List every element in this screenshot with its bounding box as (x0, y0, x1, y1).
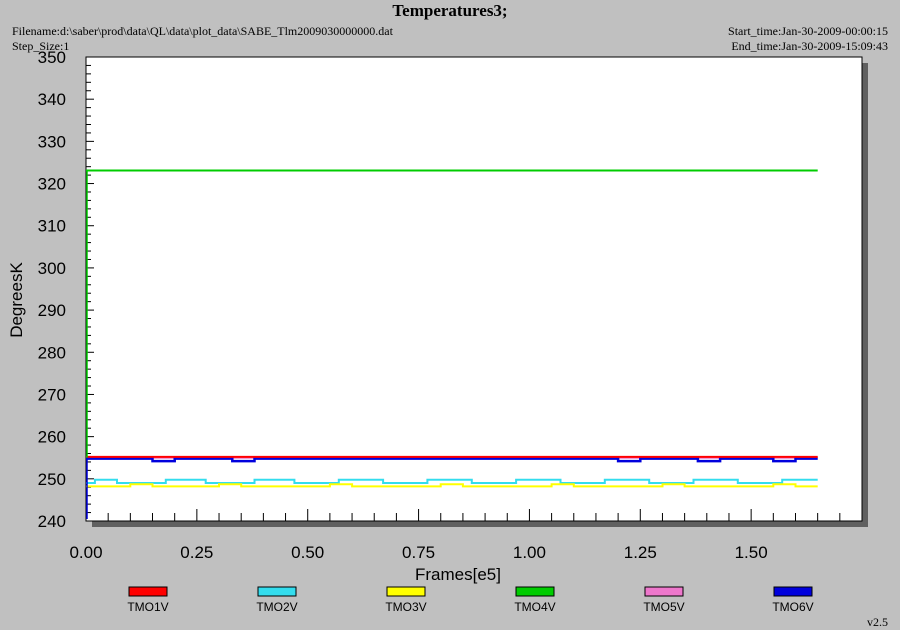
legend-label-tmo3v: TMO3V (385, 600, 426, 614)
version-label: v2.5 (867, 615, 888, 629)
y-tick-label: 280 (38, 343, 66, 362)
legend-label-tmo2v: TMO2V (256, 600, 297, 614)
legend-label-tmo6v: TMO6V (772, 600, 813, 614)
legend-label-tmo4v: TMO4V (514, 600, 555, 614)
x-tick-label: 0.00 (69, 543, 102, 562)
y-tick-label: 260 (38, 428, 66, 447)
legend-swatch-tmo2v (257, 586, 297, 597)
y-tick-label: 310 (38, 217, 66, 236)
end-time-label: End_time:Jan-30-2009-15:09:43 (731, 39, 888, 53)
x-tick-label: 1.00 (513, 543, 546, 562)
x-tick-label: 0.25 (180, 543, 213, 562)
y-tick-label: 290 (38, 301, 66, 320)
x-tick-label: 1.25 (624, 543, 657, 562)
legend-swatch-tmo1v (128, 586, 168, 597)
y-tick-label: 320 (38, 175, 66, 194)
legend-swatch-tmo5v (644, 586, 684, 597)
step-size-label: Step_Size:1 (12, 39, 70, 53)
y-tick-label: 330 (38, 132, 66, 151)
x-tick-label: 0.50 (291, 543, 324, 562)
series-line-tmo2v (86, 478, 818, 484)
start-time-label: Start_time:Jan-30-2009-00:00:15 (728, 24, 888, 38)
y-tick-label: 270 (38, 385, 66, 404)
legend-label-tmo5v: TMO5V (643, 600, 684, 614)
y-tick-label: 250 (38, 470, 66, 489)
x-tick-label: 1.50 (735, 543, 768, 562)
chart-title: Temperatures3; (392, 1, 508, 20)
legend-label-tmo1v: TMO1V (127, 600, 168, 614)
y-tick-label: 240 (38, 512, 66, 531)
legend-swatch-tmo6v (773, 586, 813, 597)
y-axis-label: DegreesK (7, 262, 26, 338)
y-tick-label: 350 (38, 48, 66, 67)
legend-swatch-tmo3v (386, 586, 426, 597)
series-line-tmo6v (86, 457, 818, 463)
x-tick-label: 0.75 (402, 543, 435, 562)
filename-label: Filename:d:\saber\prod\data\QL\data\plot… (12, 24, 393, 38)
legend-swatch-tmo4v (515, 586, 555, 597)
x-axis-label: Frames[e5] (415, 565, 501, 584)
y-tick-label: 300 (38, 259, 66, 278)
y-tick-label: 340 (38, 90, 66, 109)
series-line-tmo3v (86, 483, 818, 488)
plot-area (85, 56, 863, 522)
